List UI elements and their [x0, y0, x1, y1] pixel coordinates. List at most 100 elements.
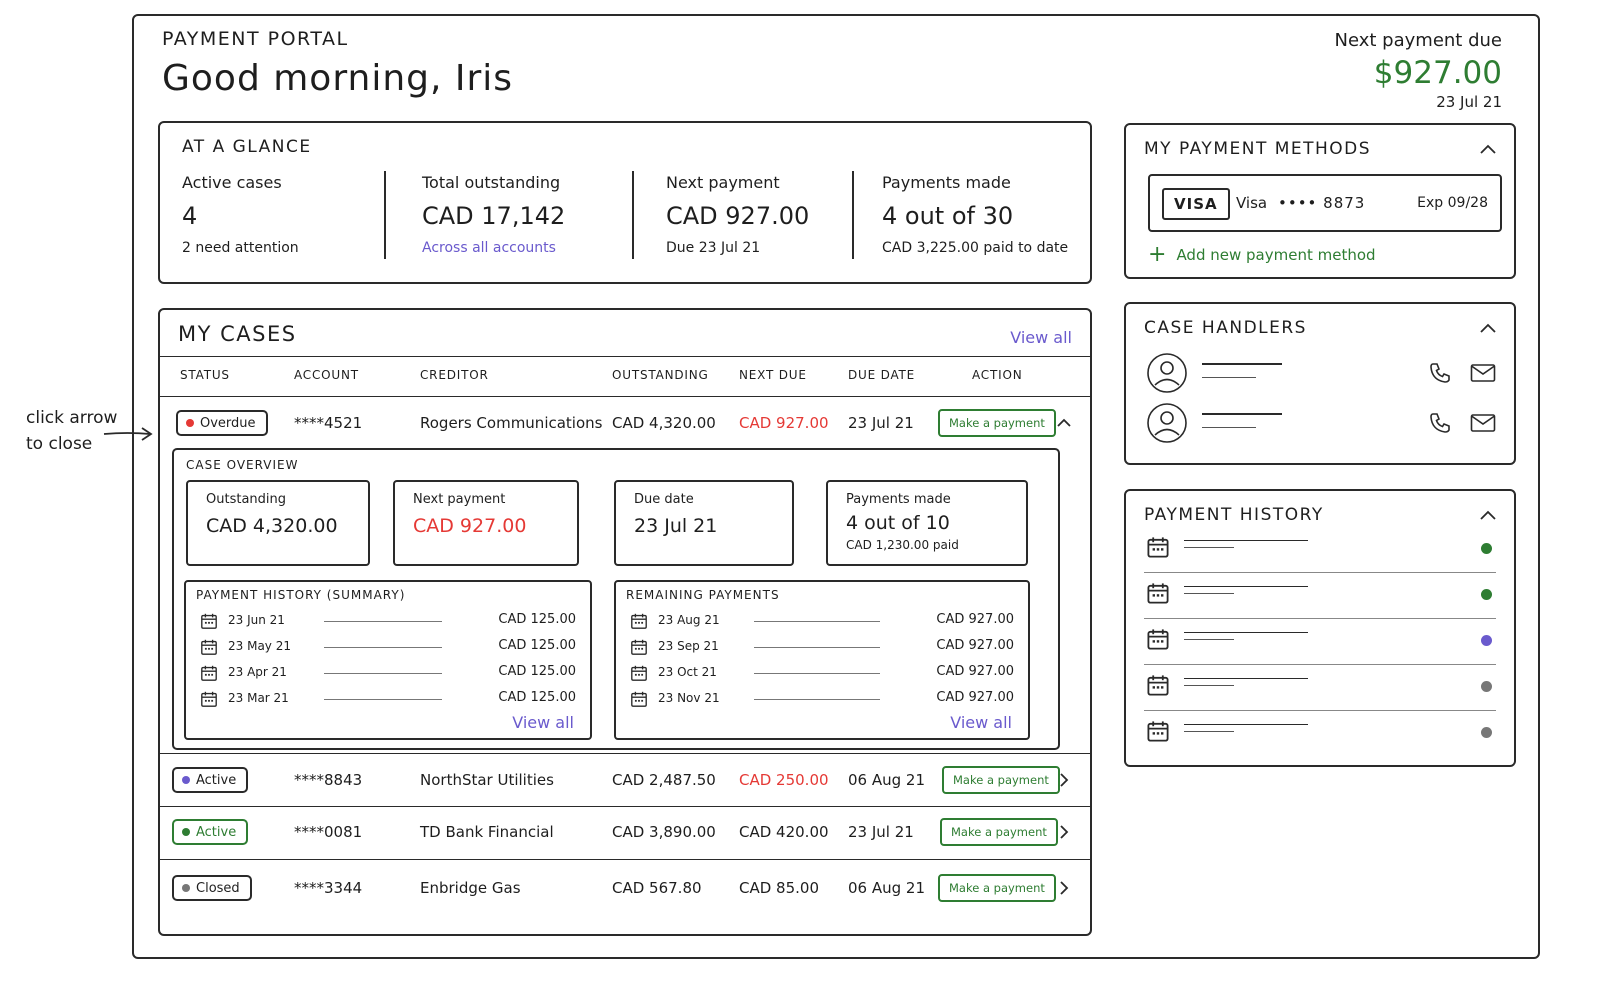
phone-icon[interactable] [1428, 411, 1452, 435]
app-window [132, 14, 1540, 959]
make-payment-button[interactable]: Make a payment [940, 818, 1058, 846]
stat-value: 4 out of 30 [882, 202, 1014, 230]
calendar-icon [1146, 627, 1170, 651]
overview-payments-made-card: Payments made 4 out of 10 CAD 1,230.00 p… [826, 480, 1028, 566]
history-view-all-link[interactable]: View all [512, 713, 574, 732]
divider [632, 171, 634, 259]
across-accounts-link[interactable]: Across all accounts [422, 240, 556, 256]
next-due-amount: CAD 927.00 [739, 414, 829, 432]
status-badge: Closed [172, 875, 252, 901]
stat-label: Next payment [666, 173, 780, 192]
payment-date: 23 Mar 21 [228, 691, 289, 705]
payment-date: 23 Oct 21 [658, 665, 717, 679]
payment-history-item[interactable] [1146, 575, 1494, 621]
status-dot [186, 419, 194, 427]
payment-date: 23 Sep 21 [658, 639, 719, 653]
case-row[interactable]: Active ****8843 NorthStar Utilities CAD … [160, 758, 1090, 802]
chevron-right-icon[interactable] [1055, 879, 1073, 897]
creditor-name: TD Bank Financial [420, 823, 554, 841]
card-expiry: Exp 09/28 [1417, 195, 1488, 211]
payment-history-summary: PAYMENT HISTORY (SUMMARY) 23 Jun 21 CAD 1… [184, 580, 592, 740]
next-due-label: Next payment due [1334, 30, 1502, 51]
detail-placeholder-line [1184, 593, 1234, 594]
add-payment-method-link[interactable]: + Add new payment method [1148, 244, 1376, 266]
case-row-expanded[interactable]: Overdue ****4521 Rogers Communications C… [160, 401, 1090, 445]
case-handlers-panel: CASE HANDLERS [1124, 302, 1516, 465]
due-date: 23 Jul 21 [848, 414, 914, 432]
title-placeholder-line [1184, 632, 1308, 633]
outstanding-amount: CAD 4,320.00 [612, 414, 716, 432]
payment-history-item[interactable] [1146, 713, 1494, 759]
payment-history-item[interactable] [1146, 667, 1494, 713]
placeholder-line [324, 699, 442, 700]
payment-amount: CAD 125.00 [498, 638, 576, 653]
payment-list-item: 23 Sep 21 CAD 927.00 [630, 634, 1014, 660]
status-dot [1481, 727, 1492, 738]
status-badge: Overdue [176, 410, 268, 436]
payment-amount: CAD 125.00 [498, 690, 576, 705]
mail-icon[interactable] [1470, 363, 1496, 383]
case-row[interactable]: Closed ****3344 Enbridge Gas CAD 567.80 … [160, 866, 1090, 910]
creditor-name: Rogers Communications [420, 414, 603, 432]
payment-history-item[interactable] [1146, 621, 1494, 667]
make-payment-button[interactable]: Make a payment [942, 766, 1060, 794]
status-dot [1481, 681, 1492, 692]
stat-active-cases: Active cases 4 2 need attention [182, 173, 299, 256]
remaining-view-all-link[interactable]: View all [950, 713, 1012, 732]
title-placeholder-line [1184, 540, 1308, 541]
payment-list-item: 23 Jun 21 CAD 125.00 [200, 608, 576, 634]
annotation-note: click arrow to close [26, 405, 117, 457]
case-handlers-title: CASE HANDLERS [1144, 318, 1307, 338]
chevron-right-icon[interactable] [1055, 823, 1073, 841]
mail-icon[interactable] [1470, 413, 1496, 433]
stat-label: Active cases [182, 173, 282, 192]
saved-card[interactable]: VISA Visa •••• 8873 Exp 09/28 [1148, 174, 1502, 232]
calendar-icon [200, 664, 218, 682]
divider [160, 356, 1090, 357]
overview-due-date-card: Due date 23 Jul 21 [614, 480, 794, 566]
chevron-up-icon[interactable] [1478, 507, 1498, 525]
cases-view-all-link[interactable]: View all [1010, 328, 1072, 347]
cases-title: MY CASES [178, 322, 297, 346]
subpanel-title: PAYMENT HISTORY (SUMMARY) [196, 588, 406, 602]
status-dot [182, 828, 190, 836]
chevron-up-icon[interactable] [1055, 414, 1073, 432]
overview-next-payment-card: Next payment CAD 927.00 [393, 480, 579, 566]
detail-placeholder-line [1202, 427, 1256, 428]
annotation-line-2: to close [26, 434, 93, 454]
placeholder-line [324, 673, 442, 674]
case-handler-item [1146, 352, 1496, 396]
title-placeholder-line [1184, 724, 1308, 725]
column-header-due-date: DUE DATE [848, 368, 916, 382]
next-payment-due-summary: Next payment due $927.00 23 Jul 21 [1335, 30, 1502, 111]
due-date: 06 Aug 21 [848, 771, 925, 789]
divider [1144, 710, 1496, 711]
payment-history-title: PAYMENT HISTORY [1144, 505, 1324, 525]
detail-placeholder-line [1184, 731, 1234, 732]
avatar-icon [1147, 403, 1187, 443]
card-value: 4 out of 10 [846, 512, 950, 534]
case-row[interactable]: Active ****0081 TD Bank Financial CAD 3,… [160, 810, 1090, 854]
add-payment-method-label: Add new payment method [1176, 246, 1376, 264]
overview-outstanding-card: Outstanding CAD 4,320.00 [186, 480, 370, 566]
next-due-amount: CAD 250.00 [739, 771, 829, 789]
calendar-icon [1146, 581, 1170, 605]
payment-date: 23 May 21 [228, 639, 291, 653]
chevron-up-icon[interactable] [1478, 320, 1498, 338]
divider [1144, 618, 1496, 619]
payment-amount: CAD 927.00 [936, 664, 1014, 679]
card-label: Outstanding [206, 492, 286, 507]
calendar-icon [1146, 673, 1170, 697]
due-date: 23 Jul 21 [848, 823, 914, 841]
make-payment-button[interactable]: Make a payment [938, 409, 1056, 437]
chevron-up-icon[interactable] [1478, 141, 1498, 159]
phone-icon[interactable] [1428, 361, 1452, 385]
next-due-amount: $927.00 [1373, 55, 1502, 91]
chevron-right-icon[interactable] [1055, 771, 1073, 789]
next-due-date: 23 Jul 21 [1436, 93, 1502, 111]
calendar-icon [630, 664, 648, 682]
detail-placeholder-line [1184, 547, 1234, 548]
calendar-icon [630, 690, 648, 708]
make-payment-button[interactable]: Make a payment [938, 874, 1056, 902]
payment-history-item[interactable] [1146, 529, 1494, 575]
